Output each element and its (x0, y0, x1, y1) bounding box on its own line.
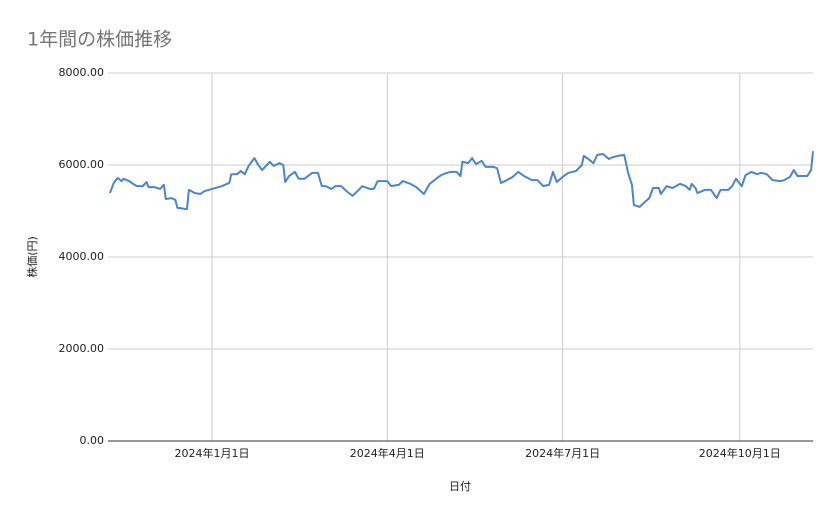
y-tick-label: 0.00 (80, 434, 105, 447)
x-axis-label: 日付 (449, 480, 471, 493)
y-axis-label: 株価(円) (25, 236, 39, 278)
y-tick-label: 2000.00 (59, 342, 105, 355)
x-tick-label: 2024年1月1日 (175, 446, 250, 460)
chart-title: 1年間の株価推移 (27, 29, 172, 51)
price-line (108, 151, 814, 211)
y-tick-label: 6000.00 (59, 158, 105, 171)
x-tick-label: 2024年4月1日 (350, 446, 425, 460)
x-tick-label: 2024年10月1日 (699, 446, 781, 460)
y-tick-label: 8000.00 (59, 66, 105, 79)
x-tick-label: 2024年7月1日 (525, 446, 600, 460)
y-tick-label: 4000.00 (59, 250, 105, 263)
